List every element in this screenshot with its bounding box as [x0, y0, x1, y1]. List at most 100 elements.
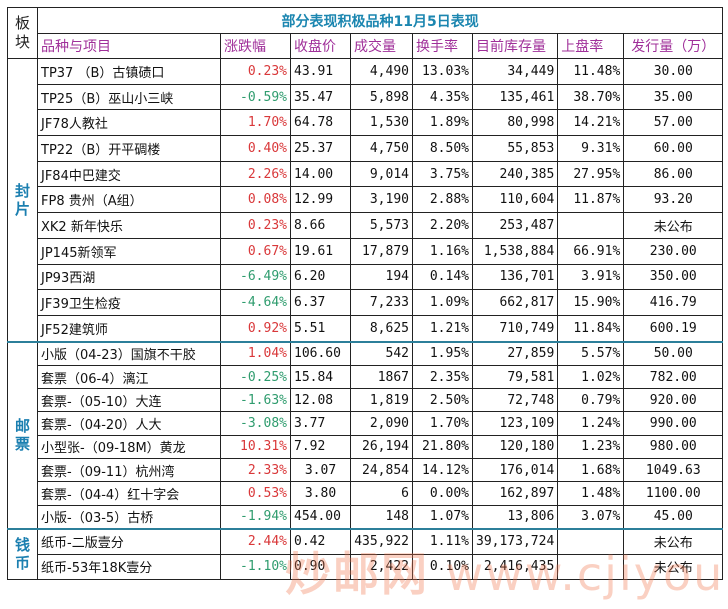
cell-change: 0.40%	[220, 135, 291, 162]
cell-close-price: 43.91	[290, 58, 351, 85]
cell-inventory: 710,749	[471, 314, 559, 343]
table-row: JP93西湖 -6.49% 6.20 194 0.14% 136,701 3.91% 350.…	[8, 263, 724, 291]
cell-inventory: 123,109	[471, 411, 559, 436]
cell-volume: 435,922	[350, 527, 413, 555]
cell-item-name: JF39卫生检疫	[37, 289, 221, 316]
cell-close-price: 7.92	[290, 434, 351, 460]
cell-turnover: 1.09%	[412, 289, 473, 316]
table-row: 小型张-（09-18M）黄龙 10.31% 7.92 26,194 21.80% 120,…	[8, 434, 724, 460]
cell-change: -1.63%	[220, 388, 291, 413]
cell-volume: 1,819	[350, 388, 413, 413]
cell-inventory: 39,173,724	[471, 527, 559, 555]
cell-change: 1.70%	[220, 109, 291, 137]
header-inventory: 目前库存量	[471, 33, 559, 59]
table-row: XK2 新年快乐 0.23% 8.66 5,573 2.20% 253,487 未公布	[8, 212, 724, 239]
cell-turnover: 1.89%	[412, 109, 473, 137]
cell-change: -0.25%	[220, 364, 291, 390]
cell-item-name: TP37 （B）古镇碛口	[37, 58, 221, 85]
cell-item-name: JP93西湖	[37, 263, 221, 291]
cell-close-price: 454.00	[290, 504, 351, 530]
cell-change: 0.23%	[220, 212, 291, 239]
cell-close-price: 19.61	[290, 237, 351, 265]
section-label: 钱币	[7, 527, 38, 580]
table-row: 套票-（05-10）大连 -1.63% 12.08 1,819 2.50% 72,748 0…	[8, 388, 724, 413]
cell-turnover: 2.20%	[412, 212, 473, 239]
cell-turnover: 4.35%	[412, 83, 473, 111]
cell-item-name: 套票（06-4）漓江	[37, 364, 221, 390]
table-row: 套票-（04-4）红十字会 0.53% 3.80 6 0.00% 162,897 1.48%…	[8, 481, 724, 506]
cell-inventory: 2,416,435	[471, 553, 559, 580]
cell-listing-rate: 66.91%	[557, 237, 625, 265]
cell-turnover: 21.80%	[412, 434, 473, 460]
header-name: 品种与项目	[37, 33, 221, 59]
cell-volume: 3,190	[350, 186, 413, 214]
cell-close-price: 6.20	[290, 263, 351, 291]
cell-item-name: 套票-（04-20）人大	[37, 411, 221, 436]
cell-item-name: 套票-（05-10）大连	[37, 388, 221, 413]
cell-volume: 6	[350, 481, 413, 506]
cell-listing-rate: 11.84%	[557, 314, 625, 343]
cell-issuance: 1049.63	[623, 458, 724, 483]
cell-change: 0.53%	[220, 481, 291, 506]
header-close: 收盘价	[290, 33, 351, 59]
table-row: 套票-（09-11）杭州湾 2.33% 3.07 24,854 14.12% 176,01…	[8, 458, 724, 483]
cell-listing-rate: 0.79%	[557, 388, 625, 413]
table-row: 邮票小版（04-23）国旗不干胶 1.04% 106.60 542 1.95% 27,85…	[7, 340, 724, 530]
cell-turnover: 2.50%	[412, 388, 473, 413]
cell-volume: 9,014	[350, 160, 413, 188]
table-row: FP8 贵州（A组） 0.08% 12.99 3,190 2.88% 110,604 11.…	[8, 186, 724, 214]
cell-item-name: 小版-（03-5）古桥	[37, 504, 221, 530]
table-row: JF52建筑师 0.92% 5.51 8,625 1.21% 710,749 11.84% 6…	[8, 314, 724, 343]
cell-volume: 4,490	[350, 58, 413, 85]
cell-volume: 7,233	[350, 289, 413, 316]
cell-turnover: 1.70%	[412, 411, 473, 436]
cell-item-name: 套票-（04-4）红十字会	[37, 481, 221, 506]
cell-issuance: 350.00	[623, 263, 724, 291]
cell-listing-rate: 1.48%	[557, 481, 625, 506]
cell-item-name: JF84中巴建交	[37, 160, 221, 188]
cell-issuance: 990.00	[623, 411, 724, 436]
cell-turnover: 1.21%	[412, 314, 473, 343]
table-row: 纸币-53年18K壹分 -1.10% 0.90 2,422 0.10% 2,416,435…	[8, 553, 724, 580]
cell-inventory: 79,581	[471, 364, 559, 390]
cell-inventory: 80,998	[471, 109, 559, 137]
cell-turnover: 3.75%	[412, 160, 473, 188]
cell-issuance: 93.20	[623, 186, 724, 214]
cell-change: 2.33%	[220, 458, 291, 483]
cell-turnover: 8.50%	[412, 135, 473, 162]
cell-turnover: 0.10%	[412, 553, 473, 580]
cell-issuance: 1100.00	[623, 481, 724, 506]
cell-change: 2.44%	[220, 527, 291, 555]
cell-listing-rate: 11.48%	[557, 58, 625, 85]
cell-turnover: 14.12%	[412, 458, 473, 483]
table-row: JP145新领军 0.67% 19.61 17,879 1.16% 1,538,884 66…	[8, 237, 724, 265]
cell-change: 0.92%	[220, 314, 291, 343]
cell-issuance: 35.00	[623, 83, 724, 111]
cell-issuance: 230.00	[623, 237, 724, 265]
table-title: 部分表现积极品种11月5日表现	[36, 7, 724, 34]
cell-change: -1.94%	[220, 504, 291, 530]
cell-item-name: JP145新领军	[37, 237, 221, 265]
cell-listing-rate: 5.57%	[557, 340, 625, 366]
cell-item-name: JF78人教社	[37, 109, 221, 137]
cell-turnover: 0.14%	[412, 263, 473, 291]
cell-issuance: 60.00	[623, 135, 724, 162]
cell-listing-rate: 11.87%	[557, 186, 625, 214]
cell-close-price: 6.37	[290, 289, 351, 316]
section-label: 封片	[7, 57, 38, 343]
table-row: 小版-（03-5）古桥 -1.94% 454.00 148 1.07% 13,806 3.0…	[8, 504, 724, 530]
header-turnover: 换手率	[412, 33, 473, 59]
cell-inventory: 55,853	[471, 135, 559, 162]
cell-volume: 1,530	[350, 109, 413, 137]
cell-inventory: 240,385	[471, 160, 559, 188]
cell-volume: 194	[350, 263, 413, 291]
cell-inventory: 34,449	[471, 58, 559, 85]
cell-item-name: 小型张-（09-18M）黄龙	[37, 434, 221, 460]
corner-label: 板块	[7, 7, 38, 59]
table-row: TP25（B）巫山小三峡 -0.59% 35.47 5,898 4.35% 135,461…	[8, 83, 724, 111]
cell-volume: 4,750	[350, 135, 413, 162]
cell-change: -1.10%	[220, 553, 291, 580]
cell-close-price: 3.77	[290, 411, 351, 436]
cell-close-price: 14.00	[290, 160, 351, 188]
cell-listing-rate: 14.21%	[557, 109, 625, 137]
